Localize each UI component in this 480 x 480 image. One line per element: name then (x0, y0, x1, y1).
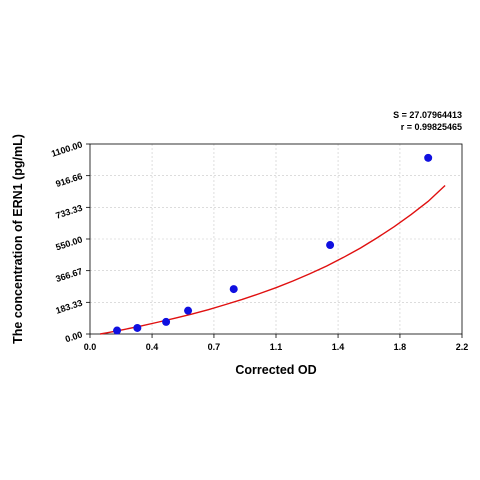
x-tick-label: 0.0 (84, 342, 97, 352)
stat-r-value: r = 0.99825465 (401, 122, 462, 132)
x-tick-label: 1.8 (394, 342, 407, 352)
data-point (184, 306, 193, 315)
x-tick-label: 0.4 (146, 342, 159, 352)
data-point (133, 323, 142, 332)
data-points (113, 153, 433, 335)
data-point (162, 317, 171, 326)
x-tick-label: 0.7 (208, 342, 221, 352)
x-axis-ticks: 0.0 0.4 0.7 1.1 1.4 1.8 2.2 (84, 334, 469, 352)
fit-curve (100, 184, 446, 335)
data-point (229, 285, 238, 294)
x-tick-label: 2.2 (456, 342, 469, 352)
x-tick-label: 1.4 (332, 342, 345, 352)
y-axis-title: The concentration of ERN1 (pg/mL) (11, 134, 25, 344)
data-point (113, 326, 122, 335)
x-tick-label: 1.1 (270, 342, 283, 352)
x-axis-title: Corrected OD (235, 363, 316, 377)
stat-s-value: S = 27.07964413 (393, 110, 462, 120)
grid-lines (90, 144, 462, 334)
data-point (424, 153, 433, 162)
data-point (326, 241, 335, 250)
